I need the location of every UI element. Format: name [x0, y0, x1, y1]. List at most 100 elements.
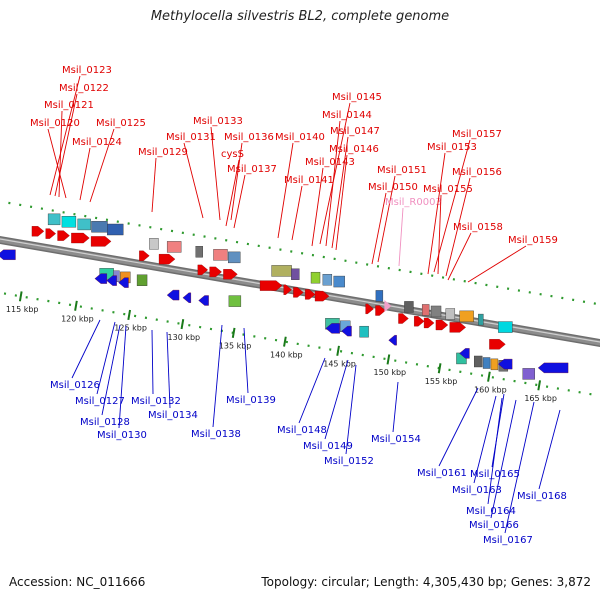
gene-label-msil_0147: Msil_0147: [330, 126, 380, 137]
reverse-gene-arrow: [0, 249, 16, 260]
feature-box: [91, 221, 108, 233]
leader-line: [437, 194, 442, 275]
forward-gene-arrow: [45, 228, 56, 239]
gene-label-msil_0138: Msil_0138: [191, 429, 241, 440]
leader-line: [47, 128, 67, 199]
outer-ring-top: [0, 200, 600, 306]
forward-gene-arrow: [209, 266, 222, 278]
feature-box: [77, 218, 91, 231]
leader-line: [151, 329, 154, 395]
leader-line: [445, 177, 471, 277]
forward-gene-arrow: [305, 289, 316, 300]
leader-line: [277, 142, 294, 239]
leader-line: [473, 395, 497, 484]
gene-label-msil_0144: Msil_0144: [322, 110, 372, 121]
scale-tick: [180, 318, 185, 330]
feature-box: [459, 310, 474, 323]
feature-box: [430, 305, 442, 318]
forward-gene-arrow: [375, 305, 386, 316]
gene-label-msil_0151: Msil_0151: [377, 165, 427, 176]
feature-box: [522, 368, 535, 380]
feature-box: [445, 308, 456, 320]
gene-label-msil_0157: Msil_0157: [452, 129, 502, 140]
forward-gene-arrow: [489, 339, 506, 350]
gene-label-msil_0126: Msil_0126: [50, 380, 100, 391]
feature-box: [310, 271, 321, 284]
reverse-gene-arrow: [341, 325, 352, 337]
gene-label-msil_0150: Msil_0150: [368, 182, 418, 193]
forward-gene-arrow: [283, 284, 292, 295]
gene-label-msil_0154: Msil_0154: [371, 434, 421, 445]
leader-line: [233, 174, 246, 229]
outer-ring-bottom: [0, 291, 600, 397]
leader-line: [58, 110, 63, 198]
scale-label: 120 kbp: [61, 315, 94, 324]
leader-line: [183, 142, 204, 219]
reverse-gene-arrow: [106, 275, 117, 286]
reverse-gene-arrow: [497, 358, 513, 370]
gene-label-msil_0129: Msil_0129: [138, 147, 188, 158]
leader-line: [335, 154, 348, 251]
leader-line: [96, 321, 116, 395]
scale-label: 140 kbp: [270, 350, 303, 359]
scale-tick: [74, 300, 78, 311]
forward-gene-arrow: [414, 316, 425, 327]
leader-line: [345, 364, 357, 455]
gene-label-msil_0152: Msil_0152: [324, 456, 374, 467]
forward-gene-arrow: [71, 232, 90, 244]
gene-label-msil_0163: Msil_0163: [452, 485, 502, 496]
gene-label-msil_0146: Msil_0146: [329, 144, 379, 155]
scale-label: 150 kbp: [374, 368, 407, 377]
leader-line: [166, 331, 171, 409]
leader-line: [433, 139, 471, 273]
leader-line: [79, 147, 91, 201]
forward-gene-arrow: [293, 287, 304, 298]
forward-gene-arrow: [197, 264, 209, 276]
gene-label-msil_0120: Msil_0120: [30, 118, 80, 129]
leader-line: [490, 399, 517, 519]
leader-line: [225, 159, 240, 227]
forward-gene-arrow: [314, 290, 330, 302]
leader-line: [538, 409, 561, 490]
gene-label-msil_0143: Msil_0143: [305, 157, 355, 168]
gene-label-msil_0130: Msil_0130: [97, 430, 147, 441]
forward-gene-arrow: [139, 250, 150, 261]
leader-line: [230, 142, 243, 221]
leader-line: [291, 185, 303, 241]
leader-line: [325, 120, 341, 247]
leader-line: [49, 75, 81, 196]
feature-box: [482, 357, 491, 369]
gene-label-msil_0153: Msil_0153: [427, 142, 477, 153]
forward-gene-arrow: [259, 280, 283, 291]
leader-line: [371, 192, 387, 265]
scale-label: 165 kbp: [524, 394, 557, 403]
reverse-gene-arrow: [166, 289, 180, 301]
feature-box: [421, 304, 430, 316]
forward-gene-arrow: [449, 322, 466, 333]
gene-label-msil_0137: Msil_0137: [227, 164, 277, 175]
scale-label: 125 kbp: [114, 324, 147, 333]
feature-box: [61, 216, 77, 228]
reverse-gene-arrow: [325, 323, 340, 334]
scale-tick: [537, 380, 542, 391]
forward-gene-arrow: [398, 313, 409, 324]
leader-line: [212, 324, 223, 428]
feature-box: [333, 275, 345, 288]
scale-tick: [386, 354, 391, 365]
genome-title: Methylocella silvestris BL2, complete ge…: [150, 9, 450, 24]
gene-label-msil_0122: Msil_0122: [59, 83, 109, 94]
feature-box: [271, 265, 292, 277]
gene-label-msil_r0003: Msil_R0003: [385, 197, 442, 208]
gene-label-msil_0134: Msil_0134: [148, 410, 198, 421]
gene-label-msil_0132: Msil_0132: [131, 396, 181, 407]
scale-tick: [127, 309, 132, 321]
genome-summary-text: Topology: circular; Length: 4,305,430 bp…: [261, 575, 591, 589]
scale-tick: [487, 371, 491, 382]
feature-box: [213, 249, 228, 261]
leader-line: [324, 359, 349, 440]
scale-tick: [231, 327, 236, 338]
reverse-gene-arrow: [388, 335, 397, 346]
gene-label-msil_0149: Msil_0149: [303, 441, 353, 452]
gene-label-msil_0145: Msil_0145: [332, 92, 382, 103]
